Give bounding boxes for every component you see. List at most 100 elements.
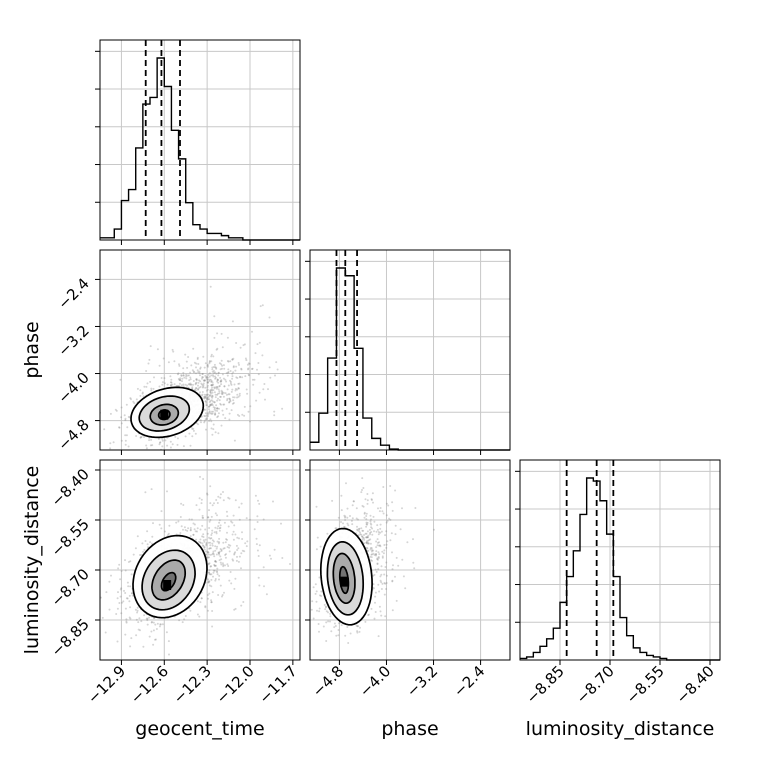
sample-point [217,374,220,377]
sample-point [214,376,217,379]
sample-point [176,384,179,387]
sample-point [214,366,217,369]
sample-point [167,640,170,643]
sample-point [216,571,219,574]
sample-point [188,379,191,382]
sample-point [219,402,222,405]
sample-point [356,631,359,634]
sample-point [232,559,235,562]
sample-point [204,395,207,398]
sample-point [238,555,241,558]
sample-point [373,573,376,576]
sample-point [362,505,365,508]
sample-point [202,355,205,358]
sample-point [245,388,248,391]
sample-point [226,515,229,518]
sample-point [375,570,378,573]
sample-point [406,541,409,544]
sample-point [175,384,178,387]
sample-point [240,552,243,555]
sample-point [371,549,374,552]
sample-point [192,533,195,536]
sample-point [365,541,368,544]
sample-point [210,403,213,406]
sample-point [217,415,220,418]
sample-point [187,374,190,377]
sample-point [215,348,218,351]
sample-point [210,380,213,382]
sample-point [241,538,244,540]
sample-point [214,578,217,580]
sample-point [227,371,229,374]
sample-point [148,635,151,638]
sample-point [136,609,139,612]
sample-point [192,522,195,525]
sample-point [237,395,240,398]
sample-point [224,378,227,381]
sample-point [251,330,253,333]
sample-point [347,524,350,527]
sample-point [177,378,180,380]
sample-point [404,587,407,590]
sample-point [365,521,368,524]
sample-point [237,560,240,563]
sample-point [193,371,196,374]
sample-point [115,613,118,615]
sample-point [412,538,414,541]
sample-point [376,538,379,541]
sample-point [209,547,212,550]
sample-point [204,408,207,411]
sample-point [218,527,221,530]
sample-point [206,363,209,366]
sample-point [334,527,337,530]
sample-point [391,579,394,582]
sample-point [227,371,230,373]
sample-point [233,396,236,399]
sample-point [232,514,235,517]
sample-point [123,589,125,592]
sample-point [432,528,435,531]
sample-point [176,373,179,376]
sample-point [370,547,373,550]
sample-point [192,383,194,386]
sample-point [203,397,206,400]
sample-point [359,626,361,629]
sample-point [350,519,353,522]
sample-point [217,551,220,554]
sample-point [184,383,187,386]
sample-point [378,553,381,556]
sample-point [224,564,226,567]
sample-point [371,533,374,536]
sample-point [334,625,337,627]
sample-point [247,367,250,370]
sample-point [378,605,381,608]
sample-point [258,502,261,505]
sample-point [120,422,123,425]
sample-point [211,610,214,612]
sample-point [324,608,327,611]
sample-point [203,366,206,369]
sample-point [221,409,224,412]
sample-point [318,607,321,610]
sample-point [247,373,250,376]
sample-point [217,388,220,391]
sample-point [195,372,197,375]
sample-point [130,637,133,640]
sample-point [319,545,322,548]
sample-point [231,533,234,536]
sample-point [199,385,202,388]
sample-point [203,396,206,399]
sample-point [249,518,251,521]
sample-point [120,406,123,409]
sample-point [123,414,126,417]
sample-point [208,375,211,378]
sample-point [202,384,205,387]
sample-point [312,617,315,620]
sample-point [383,544,386,546]
sample-point [344,515,347,518]
sample-point [245,359,248,362]
sample-point [237,362,240,364]
sample-point [146,543,149,546]
sample-point [232,402,235,404]
sample-point [181,380,183,383]
